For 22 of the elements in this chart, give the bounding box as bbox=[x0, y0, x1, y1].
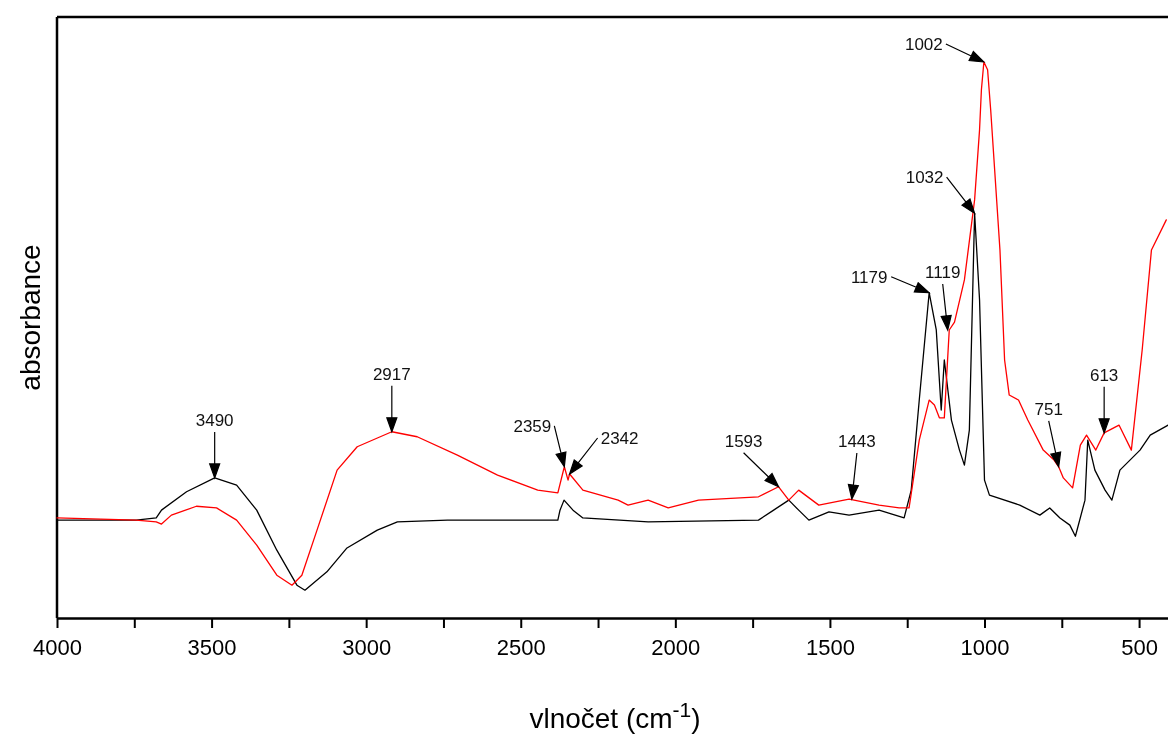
y-axis-title: absorbance bbox=[15, 244, 46, 391]
annotation: 2917 bbox=[372, 364, 411, 384]
annotation: 1119 bbox=[925, 262, 961, 282]
annotation: 1179 bbox=[850, 267, 888, 287]
annotation: 751 bbox=[1034, 399, 1063, 419]
x-tick-label: 1000 bbox=[960, 635, 1010, 661]
x-tick-label: 500 bbox=[1121, 635, 1158, 661]
x-tick-label: 2000 bbox=[651, 635, 701, 661]
annotation: 2359 bbox=[513, 416, 552, 436]
annotation: 1002 bbox=[904, 35, 943, 54]
annotation: 2342 bbox=[600, 429, 639, 448]
annotation: 1593 bbox=[724, 431, 763, 451]
x-tick-label: 3000 bbox=[342, 635, 392, 661]
x-tick-label: 4000 bbox=[33, 635, 82, 661]
annotation: 613 bbox=[1089, 365, 1119, 385]
x-tick-label: 1500 bbox=[805, 635, 855, 661]
x-tick-label: 2500 bbox=[496, 635, 546, 661]
annotation: 1032 bbox=[905, 168, 944, 188]
x-tick-label: 3500 bbox=[187, 635, 237, 661]
x-axis-title: vlnočet (cm$^{-1}$) bbox=[529, 697, 701, 734]
annotation: 1443 bbox=[837, 432, 876, 452]
annotation: 3490 bbox=[195, 410, 234, 430]
